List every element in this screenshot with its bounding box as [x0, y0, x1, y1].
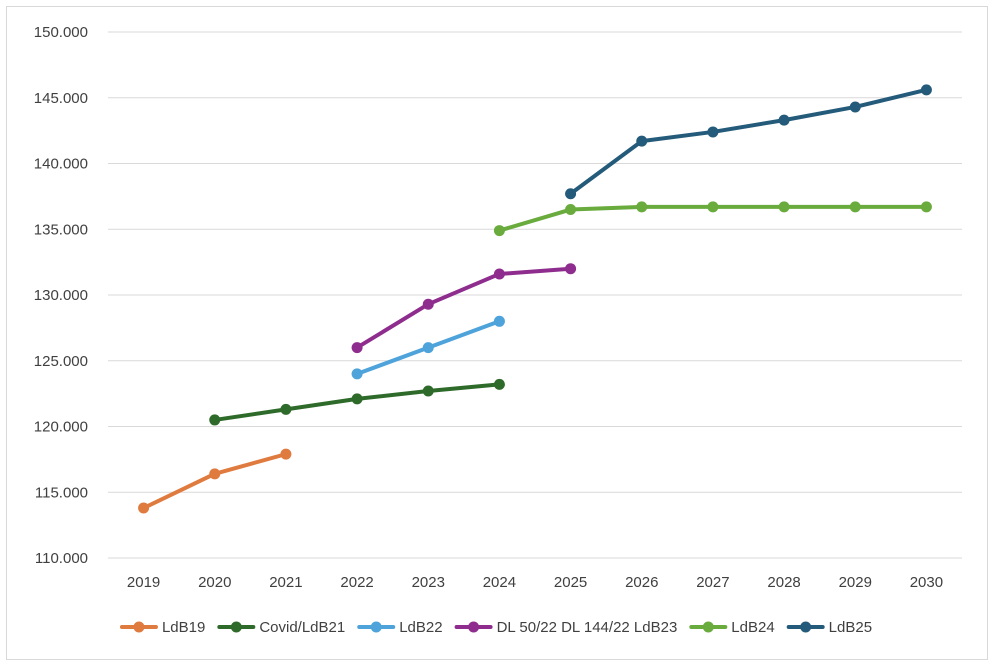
data-point [849, 201, 861, 213]
series-ldb19 [138, 448, 292, 514]
y-tick-label: 130.000 [34, 287, 88, 304]
series-ldb22 [351, 315, 505, 380]
x-axis: 2019 2020 2021 2022 2023 2024 2025 2026 2027 2028… [127, 574, 943, 591]
x-tick-label: 2028 [767, 574, 800, 591]
y-tick-label: 120.000 [34, 419, 88, 436]
x-tick-label: 2026 [625, 574, 658, 591]
data-point [849, 101, 861, 113]
series-line [568, 87, 929, 196]
series-ldb25 [565, 84, 932, 200]
data-point [209, 468, 221, 480]
legend-item: LdB19 [119, 619, 205, 636]
series-covid-ldb21 [209, 378, 505, 426]
data-point [636, 201, 648, 213]
data-point [422, 385, 434, 397]
x-tick-label: 2027 [696, 574, 729, 591]
data-point [707, 201, 719, 213]
data-point [493, 315, 505, 327]
grid-lines [108, 31, 962, 559]
data-point [280, 403, 292, 415]
data-point [565, 188, 577, 200]
data-point [422, 298, 434, 310]
data-point [351, 393, 363, 405]
data-point [422, 342, 434, 354]
data-point [493, 268, 505, 280]
legend-label: LdB24 [731, 619, 774, 636]
y-tick-label: 125.000 [34, 353, 88, 370]
line-chart: 110.000 115.000 120.000 125.000 130.000 135.0… [34, 24, 962, 636]
data-point [493, 225, 505, 237]
x-tick-label: 2022 [340, 574, 373, 591]
data-point [778, 114, 790, 126]
y-tick-label: 110.000 [35, 550, 88, 567]
legend-label: LdB22 [399, 619, 442, 636]
y-tick-label: 145.000 [34, 90, 88, 107]
legend-label: LdB25 [829, 619, 872, 636]
series-ldb24 [493, 201, 932, 237]
y-tick-label: 135.000 [34, 221, 88, 238]
data-point [138, 502, 150, 514]
x-tick-label: 2030 [910, 574, 943, 591]
x-tick-label: 2021 [269, 574, 302, 591]
data-point [920, 84, 932, 96]
data-point [707, 126, 719, 138]
legend-swatch-marker [468, 621, 480, 633]
x-tick-label: 2023 [412, 574, 445, 591]
x-tick-label: 2025 [554, 574, 587, 591]
y-tick-label: 140.000 [34, 156, 88, 173]
data-point [920, 201, 932, 213]
legend-swatch-marker [230, 621, 242, 633]
legend-item: LdB24 [689, 619, 775, 636]
legend-swatch-marker [133, 621, 145, 633]
x-tick-label: 2024 [483, 574, 516, 591]
legend-label: Covid/LdB21 [259, 619, 345, 636]
data-point [565, 263, 577, 275]
series-line [355, 266, 573, 350]
data-point [351, 342, 363, 354]
legend-item: Covid/LdB21 [217, 619, 345, 636]
x-tick-label: 2020 [198, 574, 231, 591]
legend-item: LdB22 [357, 619, 443, 636]
data-point [636, 135, 648, 147]
series-dl-50-22-dl-144-22-ldb23 [351, 263, 577, 354]
series-line [141, 452, 288, 511]
data-point [778, 201, 790, 213]
legend-label: DL 50/22 DL 144/22 LdB23 [497, 619, 678, 636]
legend: LdB19 Covid/LdB21 LdB22 DL 50/22 DL 144/22 … [119, 619, 872, 636]
data-point [351, 368, 363, 380]
y-axis: 110.000 115.000 120.000 125.000 130.000 135.0… [34, 24, 88, 567]
legend-item: LdB25 [786, 619, 872, 636]
plot-area [138, 84, 932, 514]
data-point [209, 414, 221, 426]
data-point [565, 204, 577, 216]
legend-swatch-marker [702, 621, 714, 633]
data-point [493, 378, 505, 390]
chart-frame: 110.000 115.000 120.000 125.000 130.000 135.0… [6, 6, 988, 660]
legend-swatch-marker [370, 621, 382, 633]
y-tick-label: 150.000 [34, 24, 88, 41]
legend-swatch-marker [800, 621, 812, 633]
x-tick-label: 2019 [127, 574, 160, 591]
legend-item: DL 50/22 DL 144/22 LdB23 [454, 619, 678, 636]
y-tick-label: 115.000 [35, 484, 88, 501]
legend-label: LdB19 [162, 619, 205, 636]
data-point [280, 448, 292, 460]
x-tick-label: 2029 [839, 574, 872, 591]
